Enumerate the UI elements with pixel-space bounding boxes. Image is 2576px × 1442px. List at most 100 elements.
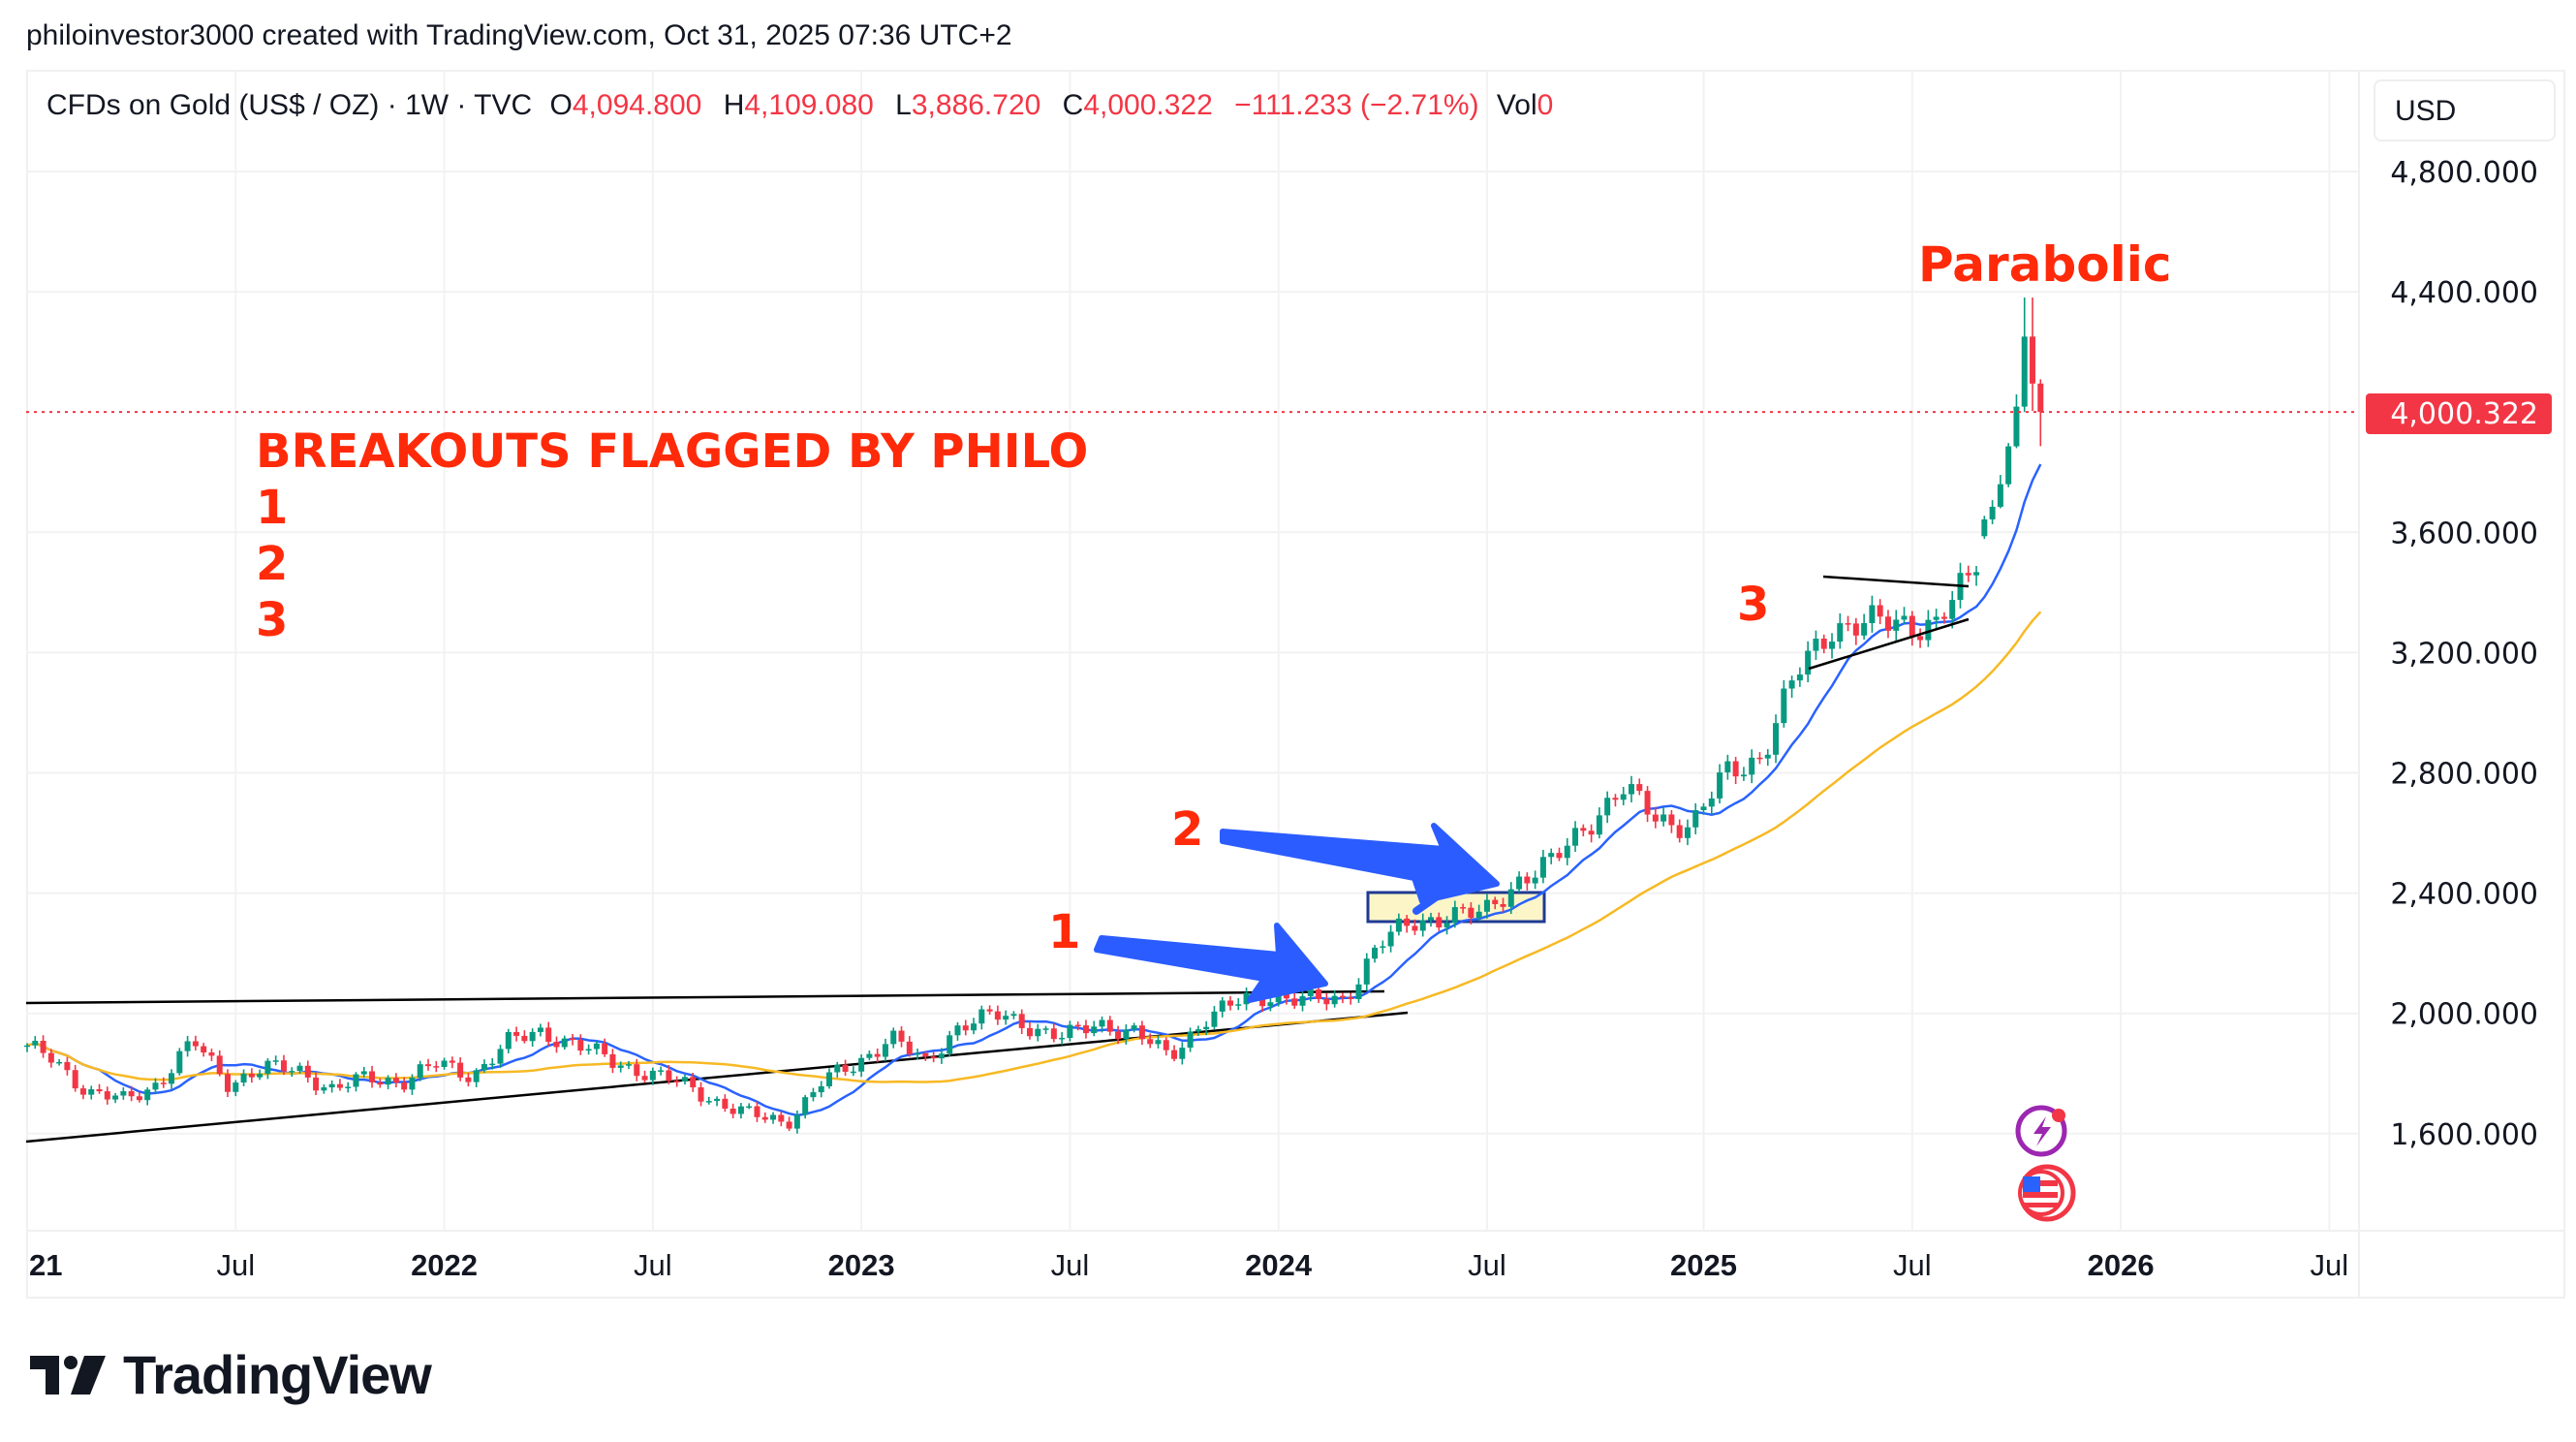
candle-body bbox=[641, 1076, 648, 1081]
candle-body bbox=[1059, 1037, 1066, 1040]
chart-credit: philoinvestor3000 created with TradingVi… bbox=[26, 19, 1012, 51]
candle bbox=[1003, 1010, 1009, 1025]
candle-body bbox=[104, 1091, 110, 1100]
candle-body bbox=[1869, 605, 1876, 623]
candle-body bbox=[328, 1083, 335, 1088]
candle-body bbox=[626, 1064, 632, 1066]
candle bbox=[112, 1092, 119, 1104]
candle-body bbox=[1596, 815, 1602, 835]
moving-average-40 bbox=[26, 611, 2042, 1083]
candle-body bbox=[1660, 814, 1667, 822]
triangle-bottom-line[interactable] bbox=[1808, 617, 1970, 671]
candle-body bbox=[938, 1053, 945, 1059]
candle bbox=[2013, 393, 2020, 449]
candle-body bbox=[898, 1030, 905, 1042]
candle bbox=[1082, 1019, 1089, 1039]
time-axis[interactable]: 21 Jul 2022 Jul 2023 Jul 2024 Jul 2025 Jul 2026 Jul bbox=[29, 1248, 2348, 1282]
candle-body bbox=[850, 1071, 856, 1074]
lightning-event-icon[interactable] bbox=[2015, 1105, 2067, 1157]
candle-body bbox=[1074, 1024, 1081, 1027]
candle-body bbox=[1492, 899, 1499, 904]
candle-body bbox=[1380, 946, 1386, 948]
arrow-2[interactable] bbox=[1220, 823, 1500, 904]
candle-body bbox=[737, 1106, 744, 1114]
price-tick-label: 1,600.000 bbox=[2390, 1118, 2538, 1152]
candle-body bbox=[602, 1043, 608, 1054]
candle bbox=[240, 1069, 247, 1086]
candle-body bbox=[1219, 1000, 1226, 1012]
candle bbox=[489, 1057, 496, 1070]
candle bbox=[1428, 912, 1434, 927]
candle bbox=[1475, 904, 1482, 922]
candle bbox=[1764, 749, 1771, 767]
candle-body bbox=[818, 1085, 824, 1093]
candle-body bbox=[1155, 1040, 1162, 1045]
candle-body bbox=[1404, 918, 1411, 926]
candle-body bbox=[1163, 1040, 1169, 1050]
candle-body bbox=[1436, 917, 1443, 928]
candle bbox=[433, 1060, 440, 1073]
tradingview-logo[interactable]: TradingView bbox=[30, 1343, 432, 1406]
candle-body bbox=[1820, 638, 1827, 649]
candle-body bbox=[1323, 998, 1330, 1005]
candle-body bbox=[915, 1052, 921, 1055]
candle-body bbox=[441, 1060, 448, 1067]
candle-body bbox=[529, 1031, 536, 1042]
currency-button[interactable]: USD bbox=[2374, 79, 2556, 141]
candle bbox=[690, 1073, 697, 1092]
candle bbox=[1106, 1016, 1113, 1036]
candle-body bbox=[1106, 1019, 1113, 1032]
symbol-legend[interactable]: CFDs on Gold (US$ / OZ) · 1W · TVC O4,09… bbox=[47, 89, 1561, 122]
candle-body bbox=[673, 1081, 680, 1082]
candle bbox=[570, 1034, 576, 1046]
candle bbox=[360, 1066, 367, 1078]
candle-body bbox=[690, 1077, 697, 1088]
candle-body bbox=[1500, 903, 1506, 907]
candle bbox=[401, 1077, 408, 1093]
candle-body bbox=[1372, 947, 1379, 959]
symbol-name[interactable]: CFDs on Gold (US$ / OZ) · 1W · TVC bbox=[47, 89, 533, 121]
time-tick-label: Jul bbox=[634, 1248, 672, 1282]
candle bbox=[658, 1066, 665, 1076]
resistance-trendline[interactable] bbox=[25, 989, 1385, 1005]
candle-body bbox=[321, 1087, 327, 1091]
candle bbox=[1740, 767, 1747, 781]
candle-body bbox=[225, 1074, 231, 1092]
candle bbox=[714, 1096, 721, 1107]
price-axis[interactable]: 4,800.000 4,400.000 3,600.000 3,200.000 2,80… bbox=[2390, 156, 2538, 1152]
triangle-top-line[interactable] bbox=[1822, 575, 1970, 588]
us-flag-event-icon[interactable] bbox=[2018, 1164, 2076, 1222]
candle-body bbox=[1147, 1039, 1154, 1045]
candle bbox=[1877, 599, 1883, 625]
price-tick-label: 3,600.000 bbox=[2390, 517, 2538, 550]
candle-body bbox=[264, 1060, 271, 1075]
candles bbox=[24, 297, 2044, 1134]
change-value: −111.233 (−2.71%) bbox=[1234, 89, 1479, 121]
candle-body bbox=[377, 1082, 384, 1085]
candle bbox=[1925, 610, 1932, 647]
candle-body bbox=[778, 1114, 785, 1122]
candle-body bbox=[1756, 757, 1763, 760]
candle-body bbox=[1564, 845, 1570, 859]
candle bbox=[1676, 819, 1683, 843]
arrow-1[interactable] bbox=[1094, 923, 1328, 1003]
candle bbox=[1187, 1027, 1194, 1052]
support-trendline[interactable] bbox=[25, 1011, 1409, 1144]
candle-body bbox=[1387, 931, 1394, 947]
candle-body bbox=[1099, 1019, 1105, 1027]
candle bbox=[1451, 900, 1458, 928]
candle-body bbox=[417, 1064, 423, 1079]
candle bbox=[1380, 940, 1386, 954]
candle-body bbox=[994, 1011, 1001, 1020]
candle bbox=[729, 1103, 736, 1118]
candle-body bbox=[152, 1082, 159, 1090]
candle-body bbox=[1796, 674, 1803, 681]
candle-body bbox=[1227, 1000, 1233, 1006]
candle-body bbox=[1412, 925, 1418, 931]
candle bbox=[906, 1036, 913, 1057]
candle bbox=[761, 1112, 768, 1123]
candle-body bbox=[1548, 853, 1555, 858]
candle bbox=[425, 1058, 431, 1071]
candle bbox=[1732, 757, 1739, 785]
